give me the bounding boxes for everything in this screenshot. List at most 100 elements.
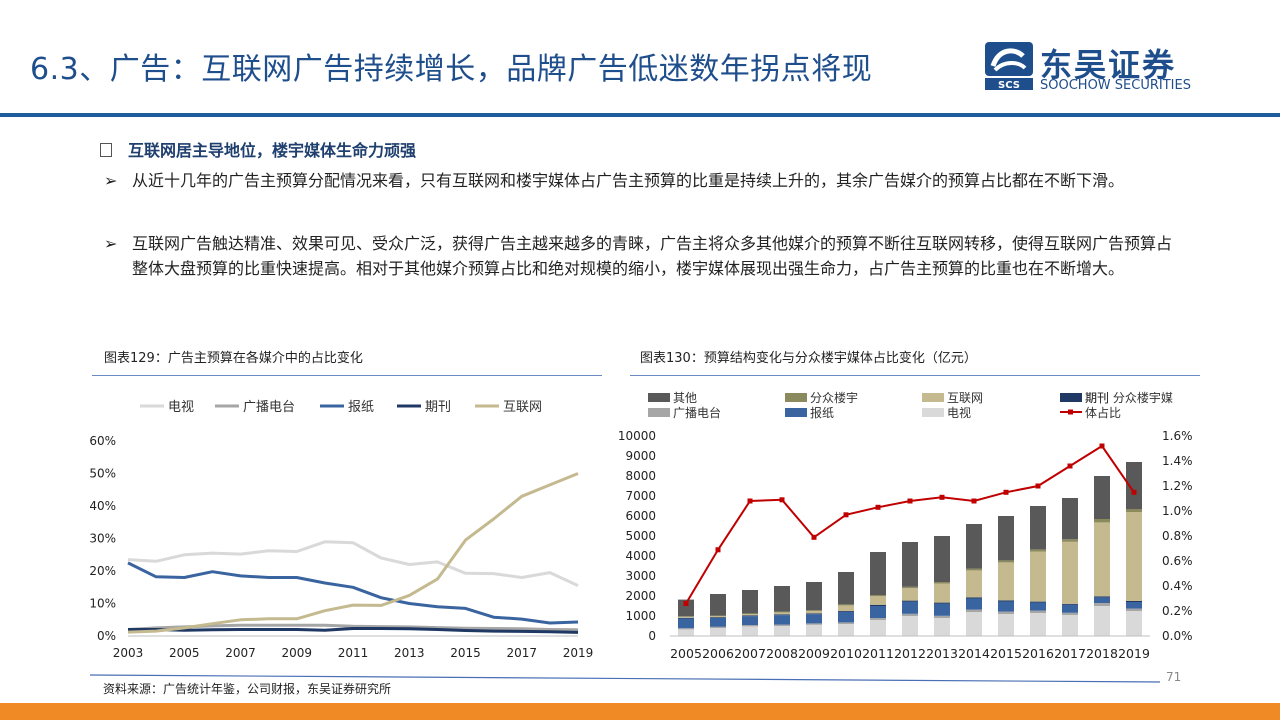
- y2-tick-label: 0.8%: [1162, 529, 1193, 543]
- y-tick-label: 1000: [625, 609, 656, 623]
- legend-label-0: 其他: [673, 391, 697, 405]
- series-line-0: [127, 540, 579, 587]
- footer-divider: [90, 674, 1161, 683]
- bar-segment-2: [806, 614, 822, 624]
- bar-segment-2: [1094, 597, 1110, 603]
- scs-logo-icon: SCS: [985, 42, 1033, 90]
- bar-segment-3: [806, 613, 822, 615]
- bar-segment-0: [710, 628, 726, 636]
- bar-segment-2: [1030, 602, 1046, 611]
- share-point: [1099, 443, 1105, 449]
- bar-segment-1: [678, 628, 694, 630]
- x-tick-label: 2015: [990, 646, 1022, 661]
- share-point: [683, 601, 689, 606]
- legend-line-label-2: 体占比: [1085, 405, 1121, 420]
- bar-segment-4: [710, 616, 726, 618]
- series-line-3: [128, 627, 579, 634]
- legend-swatch-0: [648, 393, 670, 402]
- bar-segment-3: [934, 602, 950, 604]
- y-tick-label: 2000: [625, 589, 656, 603]
- bar-segment-0: [902, 616, 918, 636]
- share-point: [1035, 483, 1041, 489]
- bar-segment-5: [870, 595, 886, 597]
- y-tick-label: 10%: [90, 597, 116, 611]
- legend-swatch-6: [922, 408, 944, 417]
- y-tick-label: 8000: [625, 469, 656, 483]
- chart-129-caption-line: [92, 375, 602, 376]
- bar-segment-5: [902, 586, 918, 589]
- y-tick-label: 50%: [90, 467, 116, 481]
- x-tick-label: 2009: [281, 646, 312, 660]
- bar-segment-4: [678, 616, 694, 618]
- series-line-2: [127, 561, 579, 625]
- legend-swatch-3: [1060, 393, 1082, 402]
- y-tick-label: 30%: [90, 532, 116, 546]
- chart-129-caption: 图表129：广告主预算在各媒介中的占比变化: [104, 351, 363, 366]
- y-tick-label: 10000: [618, 429, 656, 443]
- legend-label-3: 期刊: [1085, 391, 1109, 405]
- y-tick-label: 60%: [90, 434, 116, 448]
- y2-tick-label: 1.6%: [1162, 429, 1193, 443]
- share-point: [715, 547, 721, 553]
- logo-mark-text: SCS: [998, 80, 1020, 90]
- bar-segment-6: [678, 599, 694, 617]
- logo-chinese-name: 东吴证券: [1040, 46, 1177, 84]
- y2-tick-label: 1.4%: [1162, 454, 1193, 468]
- x-tick-label: 2008: [766, 646, 798, 661]
- series-line-4: [127, 472, 579, 634]
- page-number: 71: [1166, 670, 1182, 684]
- share-point: [811, 534, 817, 540]
- bar-segment-0: [838, 624, 854, 636]
- bar-segment-0: [1062, 615, 1078, 636]
- bar-segment-1: [1094, 603, 1110, 606]
- bar-segment-6: [870, 552, 886, 595]
- bar-segment-2: [902, 601, 918, 614]
- bar-segment-0: [806, 624, 822, 636]
- bar-segment-6: [1030, 506, 1046, 550]
- legend-swatch-5: [785, 408, 807, 417]
- share-point: [843, 512, 849, 518]
- y2-tick-label: 0.2%: [1162, 604, 1193, 618]
- paragraph-2-text: 互联网广告触达精准、效果可见、受众广泛，获得广告主越来越多的青睐，广告主将众多其…: [132, 234, 1173, 278]
- bar-segment-3: [1126, 601, 1142, 602]
- bar-segment-1: [1030, 610, 1046, 613]
- x-tick-label: 2005: [169, 646, 200, 660]
- paragraph-1: ➢ 从近十几年的广告主预算分配情况来看，只有互联网和楼宇媒体占广告主预算的比重是…: [104, 168, 1174, 193]
- bar-segment-6: [710, 594, 726, 616]
- x-tick-label: 2011: [862, 646, 894, 661]
- bar-segment-0: [934, 618, 950, 636]
- y2-tick-label: 0.0%: [1162, 629, 1193, 643]
- x-tick-label: 2014: [958, 646, 990, 661]
- share-point: [1131, 489, 1137, 495]
- share-point: [747, 498, 753, 504]
- legend-label-4: 互联网: [503, 400, 542, 415]
- bar-segment-2: [934, 603, 950, 616]
- x-tick-label: 2003: [113, 646, 144, 660]
- logo-english-name: SOOCHOW SECURITIES: [1040, 78, 1191, 93]
- share-point: [939, 494, 945, 500]
- bar-segment-1: [806, 623, 822, 625]
- bar-segment-1: [774, 624, 790, 626]
- bar-segment-4: [998, 562, 1014, 601]
- bar-segment-3: [902, 600, 918, 602]
- bar-segment-6: [902, 542, 918, 587]
- y-tick-label: 7000: [625, 489, 656, 503]
- bar-segment-4: [870, 596, 886, 605]
- bar-segment-6: [1126, 462, 1142, 509]
- x-tick-label: 2005: [670, 646, 702, 661]
- bar-segment-1: [870, 618, 886, 620]
- share-point: [779, 497, 785, 503]
- bar-segment-4: [966, 570, 982, 598]
- arrow-bullet-icon: ➢: [104, 234, 118, 253]
- bar-segment-0: [742, 626, 758, 636]
- legend-swatch-1: [785, 393, 807, 402]
- bar-segment-3: [774, 614, 790, 616]
- bar-segment-3: [966, 597, 982, 599]
- x-tick-label: 2019: [1118, 646, 1150, 661]
- section-heading: 互联网居主导地位，楼宇媒体生命力顽强: [100, 137, 416, 161]
- bar-segment-2: [678, 618, 694, 629]
- bar-segment-6: [742, 590, 758, 614]
- bar-segment-2: [710, 618, 726, 627]
- paragraph-2: ➢ 互联网广告触达精准、效果可见、受众广泛，获得广告主越来越多的青睐，广告主将众…: [104, 231, 1174, 281]
